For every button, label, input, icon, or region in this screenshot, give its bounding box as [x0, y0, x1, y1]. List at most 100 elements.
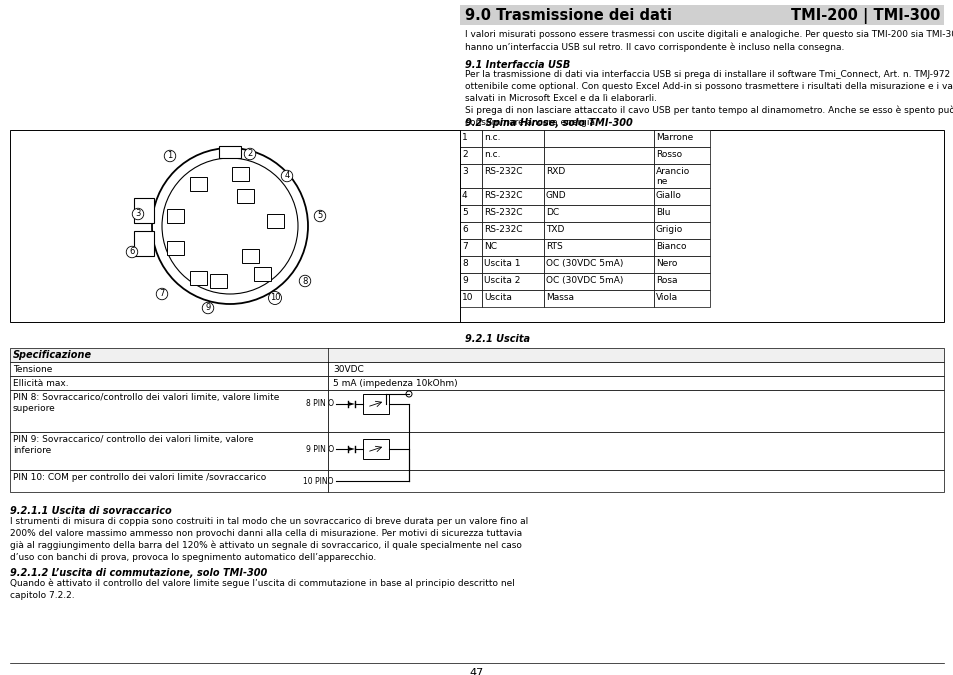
Text: Grigio: Grigio — [656, 225, 682, 234]
Bar — [481, 222, 543, 239]
Text: Bianco: Bianco — [656, 242, 686, 251]
Text: 47: 47 — [470, 668, 483, 675]
Text: I valori misurati possono essere trasmessi con uscite digitali e analogiche. Per: I valori misurati possono essere trasmes… — [464, 30, 953, 51]
Text: Tensione: Tensione — [13, 365, 52, 374]
Text: RS-232C: RS-232C — [483, 208, 522, 217]
Bar — [459, 130, 481, 147]
Text: RS-232C: RS-232C — [483, 191, 522, 200]
Text: TMI-200 | TMI-300: TMI-200 | TMI-300 — [790, 8, 939, 24]
Bar — [328, 390, 943, 432]
Bar — [167, 241, 184, 255]
Text: Quando è attivato il controllo del valore limite segue l’uscita di commutazione : Quando è attivato il controllo del valor… — [10, 579, 515, 600]
Bar — [481, 256, 543, 273]
Bar — [10, 362, 328, 376]
Text: PIN 8: Sovraccarico/controllo dei valori limite, valore limite
superiore: PIN 8: Sovraccarico/controllo dei valori… — [13, 393, 279, 414]
Text: 4: 4 — [461, 191, 467, 200]
Text: 10: 10 — [270, 294, 280, 302]
Bar — [543, 256, 654, 273]
Bar — [654, 188, 709, 205]
Bar — [654, 222, 709, 239]
Text: Marrone: Marrone — [656, 133, 693, 142]
Text: Rosso: Rosso — [656, 150, 681, 159]
Text: NC: NC — [483, 242, 497, 251]
Bar — [481, 273, 543, 290]
Bar — [236, 189, 253, 203]
Bar — [363, 394, 389, 414]
Text: TXD: TXD — [545, 225, 564, 234]
Bar — [654, 256, 709, 273]
Text: 5 mA (impedenza 10kOhm): 5 mA (impedenza 10kOhm) — [333, 379, 457, 388]
Text: 9.2.1 Uscita: 9.2.1 Uscita — [464, 334, 530, 344]
Bar — [543, 290, 654, 307]
Text: 9.0 Trasmissione dei dati: 9.0 Trasmissione dei dati — [464, 8, 671, 23]
Text: PIN 9: Sovraccarico/ controllo dei valori limite, valore
inferiore: PIN 9: Sovraccarico/ controllo dei valor… — [13, 435, 253, 456]
Text: 6: 6 — [130, 248, 134, 256]
Bar — [543, 130, 654, 147]
Text: Blu: Blu — [656, 208, 670, 217]
Text: PIN 10: COM per controllo dei valori limite /sovraccarico: PIN 10: COM per controllo dei valori lim… — [13, 473, 266, 482]
Text: n.c.: n.c. — [483, 133, 500, 142]
Bar — [459, 147, 481, 164]
Bar — [543, 205, 654, 222]
Bar — [459, 222, 481, 239]
Text: RS-232C: RS-232C — [483, 167, 522, 176]
Text: RTS: RTS — [545, 242, 562, 251]
Bar — [363, 439, 389, 459]
Text: 8: 8 — [302, 277, 308, 286]
Bar — [481, 147, 543, 164]
Bar — [328, 362, 943, 376]
Text: 2: 2 — [461, 150, 467, 159]
Bar — [459, 290, 481, 307]
Text: 10: 10 — [461, 293, 473, 302]
Bar — [481, 239, 543, 256]
Bar — [654, 239, 709, 256]
Text: Arancio
ne: Arancio ne — [656, 167, 690, 186]
Text: Massa: Massa — [545, 293, 574, 302]
Bar — [210, 274, 227, 288]
Bar — [481, 205, 543, 222]
Text: 9: 9 — [461, 276, 467, 285]
Bar — [10, 130, 943, 322]
Text: 9 PIN O: 9 PIN O — [306, 445, 334, 454]
Bar — [543, 273, 654, 290]
Text: 7: 7 — [461, 242, 467, 251]
Text: 9: 9 — [205, 304, 211, 313]
Text: GND: GND — [545, 191, 566, 200]
Text: 3: 3 — [135, 209, 140, 219]
Bar — [459, 239, 481, 256]
Text: I strumenti di misura di coppia sono costruiti in tal modo che un sovraccarico d: I strumenti di misura di coppia sono cos… — [10, 517, 528, 562]
Bar — [654, 273, 709, 290]
Bar — [328, 470, 943, 492]
Text: Per la trasmissione di dati via interfaccia USB si prega di installare il softwa: Per la trasmissione di dati via interfac… — [464, 70, 953, 127]
Bar — [133, 198, 153, 223]
Bar — [481, 130, 543, 147]
Text: 4: 4 — [284, 171, 290, 180]
Text: RXD: RXD — [545, 167, 565, 176]
Bar — [481, 188, 543, 205]
Text: Giallo: Giallo — [656, 191, 681, 200]
Text: OC (30VDC 5mA): OC (30VDC 5mA) — [545, 259, 622, 268]
Bar — [253, 267, 271, 281]
Text: 9.2.1.1 Uscita di sovraccarico: 9.2.1.1 Uscita di sovraccarico — [10, 506, 172, 516]
Bar — [481, 164, 543, 188]
Text: 6: 6 — [461, 225, 467, 234]
Text: 8: 8 — [461, 259, 467, 268]
Bar — [267, 214, 284, 228]
Text: n.c.: n.c. — [483, 150, 500, 159]
Text: 1: 1 — [461, 133, 467, 142]
Bar — [459, 256, 481, 273]
Text: Rosa: Rosa — [656, 276, 677, 285]
Text: 1: 1 — [167, 151, 172, 161]
Bar — [328, 376, 943, 390]
Bar — [232, 167, 249, 181]
Text: 2: 2 — [247, 149, 253, 159]
Text: 7: 7 — [159, 290, 165, 298]
Text: Uscita 2: Uscita 2 — [483, 276, 519, 285]
Text: 5: 5 — [461, 208, 467, 217]
Bar — [459, 5, 943, 25]
Text: Viola: Viola — [656, 293, 678, 302]
Bar — [543, 164, 654, 188]
Text: 30VDC: 30VDC — [333, 365, 363, 374]
Bar — [654, 147, 709, 164]
Bar — [543, 222, 654, 239]
